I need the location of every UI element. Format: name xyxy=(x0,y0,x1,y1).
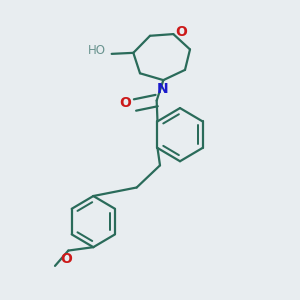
Text: N: N xyxy=(157,82,169,96)
Text: O: O xyxy=(176,26,188,39)
Text: O: O xyxy=(61,252,73,266)
Text: HO: HO xyxy=(88,44,106,57)
Text: O: O xyxy=(120,96,132,110)
